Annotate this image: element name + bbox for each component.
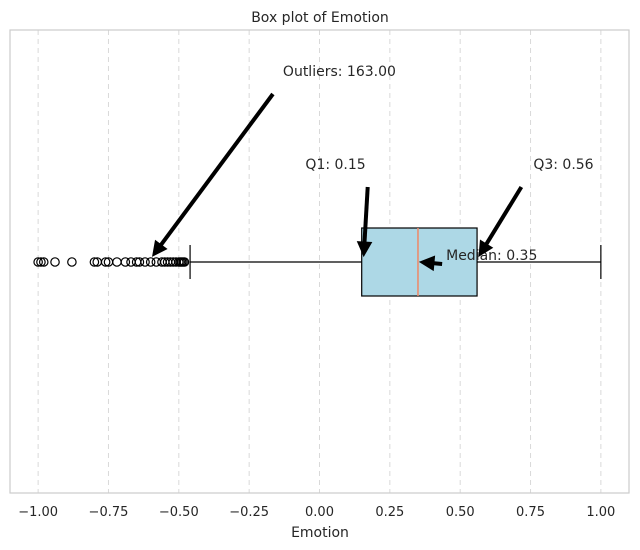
x-tick-label: −0.25	[229, 505, 269, 520]
annotation-label: Q1: 0.15	[305, 157, 365, 173]
x-tick-label: 0.00	[305, 505, 334, 520]
x-axis-label: Emotion	[291, 525, 349, 541]
chart-title: Box plot of Emotion	[251, 10, 389, 26]
annotation-arrow-head	[418, 255, 436, 272]
annotation-label: Outliers: 163.00	[283, 64, 396, 80]
outlier-point	[145, 257, 156, 267]
outlier-point	[50, 257, 60, 267]
annotation-arrow-head	[478, 239, 494, 257]
outlier-point	[134, 257, 145, 267]
outlier-point	[67, 257, 77, 267]
x-tick-label: 0.75	[516, 505, 545, 520]
outlier-point	[89, 257, 100, 267]
annotation-arrow-head	[152, 239, 168, 257]
annotation-label: Q3: 0.56	[533, 157, 593, 173]
annotation-label: Median: 0.35	[446, 248, 537, 264]
outlier-points	[33, 257, 190, 267]
annotation-arrow-shaft	[484, 185, 524, 246]
x-tick-label: −1.00	[18, 505, 58, 520]
outlier-point	[36, 257, 46, 267]
outlier-point	[33, 257, 43, 267]
x-tick-label: 0.25	[375, 505, 404, 520]
outlier-point	[120, 257, 131, 267]
x-tick-label: −0.50	[159, 505, 199, 520]
annotation-arrow-shaft	[362, 186, 370, 243]
box-plot	[189, 227, 602, 297]
annotation-arrow-shaft	[433, 261, 443, 266]
annotation-arrow-head	[356, 241, 373, 258]
annotations: Outliers: 163.00 Q1: 0.15 Median: 0.35 Q3: …	[152, 64, 594, 272]
outlier-point	[179, 257, 190, 267]
x-tick-label: −0.75	[89, 505, 129, 520]
outlier-point	[100, 257, 111, 267]
outlier-point	[112, 257, 122, 267]
x-axis-ticks: −1.00 −0.75 −0.50 −0.25 0.00 0.25 0.50 0.75 1.00	[18, 505, 615, 520]
outlier-point	[140, 257, 150, 267]
outlier-point	[38, 257, 49, 267]
x-tick-label: 1.00	[586, 505, 615, 520]
x-tick-label: 0.50	[446, 505, 475, 520]
annotation-arrow-shaft	[159, 92, 275, 246]
plot-frame	[9, 29, 630, 494]
